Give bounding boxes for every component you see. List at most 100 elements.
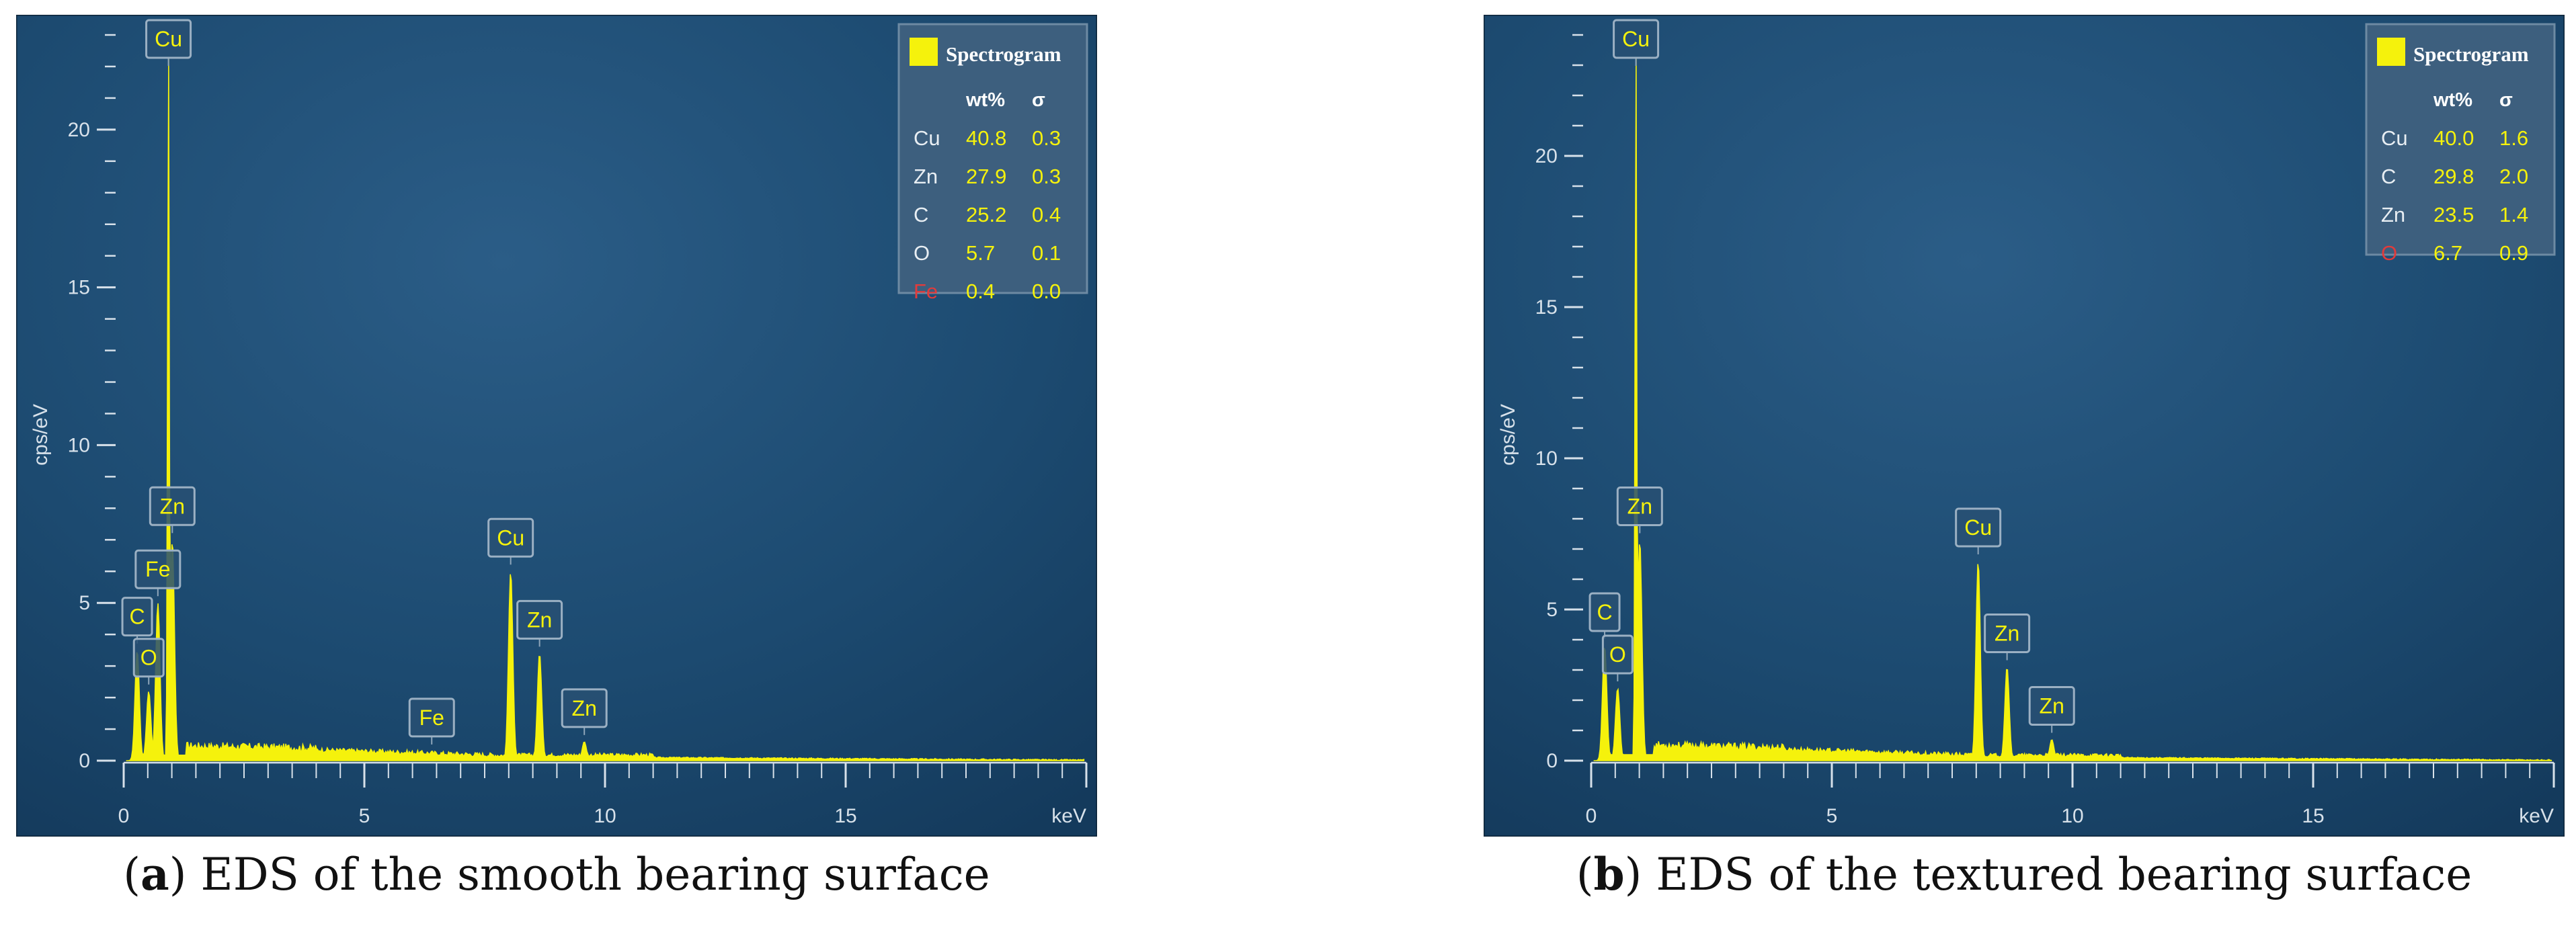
peak-label: Zn [2040,694,2064,718]
legend-sigma-value: 0.3 [1032,165,1061,188]
x-tick-label: 10 [2061,805,2083,827]
peak-label-box [408,698,455,738]
caption-a-letter: a [140,848,169,900]
legend-col-sigma: σ [2499,89,2513,111]
peak-label: Zn [1627,495,1652,519]
peak-label-box [134,549,182,589]
y-axis-label: cps/eV [1497,404,1519,466]
legend-swatch [910,38,938,66]
peak-label-box [2028,686,2075,726]
peak-label-box [1613,19,1660,59]
legend-sigma-value: 0.0 [1032,280,1061,303]
y-tick-label: 10 [68,434,90,456]
peak-label: Fe [419,706,444,730]
x-tick-label: 5 [359,805,370,827]
y-tick-label: 5 [79,592,90,614]
legend-wt-value: 40.8 [966,126,1006,150]
legend-element: C [914,203,928,226]
legend-sigma-value: 0.3 [1032,126,1061,150]
y-tick-label: 0 [79,750,90,772]
peak-label: Cu [1622,27,1650,51]
peak-label: Zn [1995,622,2019,646]
caption-b-letter: b [1593,848,1625,900]
peak-label-box [1588,592,1621,632]
peak-label: C [1597,600,1612,624]
legend-element: Zn [914,165,938,188]
y-tick-label: 5 [1546,599,1558,621]
legend-element: Cu [2381,126,2408,150]
peak-label: O [140,646,157,670]
peak-label-box [1955,507,2002,548]
legend-box [897,23,1088,294]
x-tick-label: 0 [1586,805,1597,827]
peak-label-box [121,597,153,637]
legend-col-wt: wt% [2433,89,2472,111]
chart-panel-b: 0 5 10 15 keV 0 5 10 15 20 cps/eV Cu Zn C O Cu Zn Zn Spect… [1484,15,2565,837]
peak-label-box [149,486,196,526]
y-tick-label: 20 [68,119,90,141]
chart-panel-a: 0 5 10 15 keV 0 5 10 15 20 cps/eV Cu Zn Fe C O Fe Cu Zn Zn S… [16,15,1097,837]
caption-a-text: EDS of the smooth bearing surface [200,849,990,900]
peak-label: Zn [160,494,185,518]
legend-element: C [2381,165,2396,188]
x-tick-label: 15 [2302,805,2324,827]
legend-element: Fe [914,280,938,303]
spectrum-series [126,56,1085,761]
caption-b-text: EDS of the textured bearing surface [1656,849,2472,900]
legend-sigma-value: 0.1 [1032,241,1061,265]
legend-element: O [2381,241,2397,265]
y-tick-label: 10 [1535,448,1558,470]
y-axis-label: cps/eV [30,404,52,466]
eds-chart-a: 0 5 10 15 keV05101520cps/eVCuZnFeCOFeCuZnZnS… [16,15,1097,837]
legend-wt-value: 27.9 [966,165,1006,188]
legend-wt-value: 23.5 [2433,203,2474,226]
x-tick-label: 0 [118,805,130,827]
legend-col-sigma: σ [1032,89,1045,111]
legend-sigma-value: 0.9 [2499,241,2528,265]
peak-label-box [145,19,192,59]
x-tick-label: 15 [834,805,856,827]
peak-label: Zn [527,607,552,632]
peak-label: C [129,605,145,629]
peak-label: Cu [497,525,524,550]
peak-label-box [132,638,165,678]
legend-col-wt: wt% [965,89,1005,111]
legend-sigma-value: 1.4 [2499,203,2528,226]
legend-wt-value: 0.4 [966,280,995,303]
legend-wt-value: 29.8 [2433,165,2474,188]
peak-label-box [1601,634,1634,675]
legend-sigma-value: 0.4 [1032,203,1061,226]
x-axis-label: keV [1051,805,1086,827]
legend-swatch [2377,38,2405,66]
legend-element: Cu [914,126,940,150]
legend-wt-value: 40.0 [2433,126,2474,150]
y-tick-label: 20 [1535,145,1558,167]
peak-label: Cu [1964,515,1992,540]
legend-element: O [914,241,930,265]
peak-label: O [1609,642,1626,667]
caption-a: (a) EDS of the smooth bearing surface [123,848,990,900]
legend-element: Zn [2381,203,2405,226]
peak-label-box [487,517,534,558]
spectrum-series [1593,56,2552,761]
peak-label: Fe [145,557,170,581]
legend-wt-value: 6.7 [2433,241,2462,265]
eds-chart-b: 0 5 10 15 keV05101520cps/eVCuZnCOCuZnZnSpect… [1484,15,2565,837]
y-tick-label: 15 [1535,296,1558,319]
y-tick-label: 0 [1546,750,1558,772]
legend-wt-value: 25.2 [966,203,1006,226]
peak-label: Zn [572,696,597,720]
legend-title: Spectrogram [2413,42,2529,66]
x-tick-label: 5 [1826,805,1838,827]
peak-label-box [561,688,608,728]
y-tick-label: 15 [68,277,90,299]
legend-sigma-value: 2.0 [2499,165,2528,188]
x-tick-label: 10 [594,805,616,827]
legend-wt-value: 5.7 [966,241,995,265]
legend-sigma-value: 1.6 [2499,126,2528,150]
peak-label-box [516,599,563,640]
caption-b: (b) EDS of the textured bearing surface [1576,848,2472,900]
x-axis-label: keV [2519,805,2554,827]
peak-label: Cu [155,27,182,51]
peak-label-box [1616,487,1663,526]
